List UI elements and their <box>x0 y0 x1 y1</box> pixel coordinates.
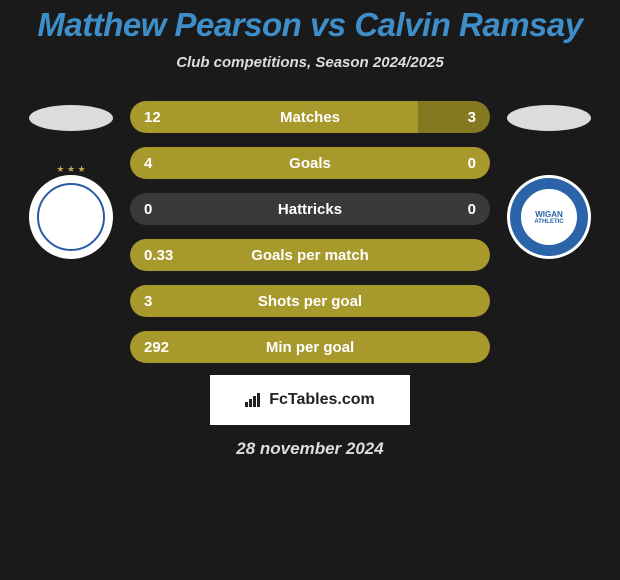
left-badge-inner <box>37 183 105 251</box>
stat-label: Hattricks <box>130 201 490 218</box>
badge-stars-icon: ★ ★ ★ <box>32 164 110 175</box>
left-player-column: ★ ★ ★ <box>26 101 116 259</box>
right-player-avatar-placeholder <box>507 105 591 131</box>
stat-label: Goals per match <box>130 247 490 264</box>
right-badge-text-bot: ATHLETIC <box>534 219 563 225</box>
right-player-column: WIGAN ATHLETIC <box>504 101 594 259</box>
right-club-badge: WIGAN ATHLETIC <box>507 175 591 259</box>
footer-brand-box: FcTables.com <box>210 375 410 425</box>
right-badge-text-top: WIGAN <box>535 210 563 219</box>
stat-right-value: 0 <box>468 201 476 218</box>
comparison-body: ★ ★ ★ 12Matches34Goals00Hattricks00.33Go… <box>0 101 620 363</box>
stat-row: 3Shots per goal <box>130 285 490 317</box>
comparison-infographic: Matthew Pearson vs Calvin Ramsay Club co… <box>0 0 620 580</box>
stat-row: 0Hattricks0 <box>130 193 490 225</box>
stat-right-value: 0 <box>468 155 476 172</box>
stat-row: 4Goals0 <box>130 147 490 179</box>
stat-row: 0.33Goals per match <box>130 239 490 271</box>
left-club-badge: ★ ★ ★ <box>29 175 113 259</box>
page-title: Matthew Pearson vs Calvin Ramsay <box>0 6 620 44</box>
stat-label: Shots per goal <box>130 293 490 310</box>
stat-label: Matches <box>130 109 490 126</box>
stat-row: 292Min per goal <box>130 331 490 363</box>
right-badge-inner: WIGAN ATHLETIC <box>519 187 579 247</box>
stat-right-value: 3 <box>468 109 476 126</box>
stat-label: Min per goal <box>130 339 490 356</box>
footer-date: 28 november 2024 <box>0 439 620 459</box>
stat-row: 12Matches3 <box>130 101 490 133</box>
subtitle: Club competitions, Season 2024/2025 <box>0 54 620 71</box>
bar-chart-icon <box>245 393 263 407</box>
footer-brand-text: FcTables.com <box>269 391 375 409</box>
left-player-avatar-placeholder <box>29 105 113 131</box>
stat-label: Goals <box>130 155 490 172</box>
stats-column: 12Matches34Goals00Hattricks00.33Goals pe… <box>130 101 490 363</box>
